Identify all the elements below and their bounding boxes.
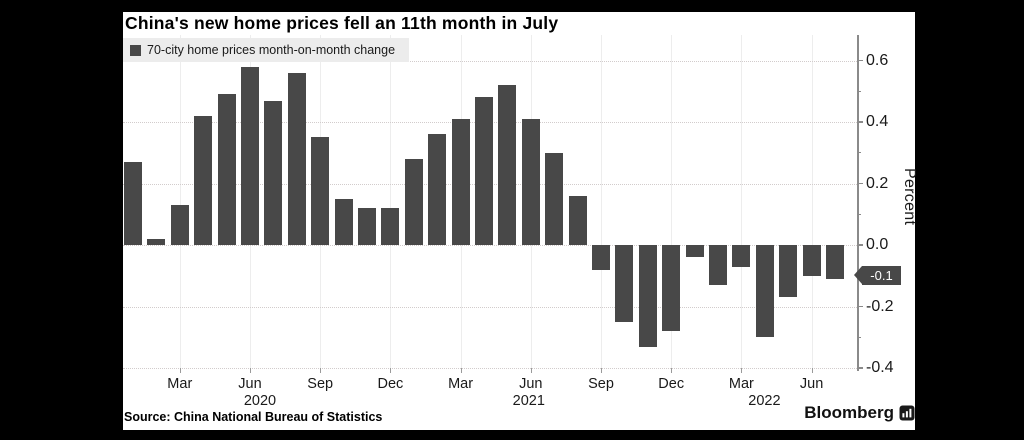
x-tick-label: Dec xyxy=(658,376,685,392)
v-gridline xyxy=(390,35,392,368)
x-tick xyxy=(179,368,181,373)
bar xyxy=(755,245,774,338)
bar xyxy=(170,205,189,245)
y-tick-major xyxy=(857,182,863,185)
v-gridline xyxy=(179,35,181,368)
bar xyxy=(826,245,844,279)
y-tick-minor xyxy=(857,336,861,338)
x-tick xyxy=(530,368,532,373)
x-tick-label: Dec xyxy=(377,376,404,392)
source-label: Source: China National Bureau of Statist… xyxy=(124,410,383,424)
bar xyxy=(662,245,681,332)
h-gridline xyxy=(123,306,857,308)
x-tick-label: Mar xyxy=(728,376,754,392)
x-tick xyxy=(320,368,322,373)
chart-panel: 0.6 0.4 0.2 0.0 -0.2 -0.4 Mar Jun 2020 Sep Dec Mar J… xyxy=(123,12,918,430)
y-tick-major xyxy=(857,59,863,62)
bar xyxy=(381,208,400,245)
y-axis-title: Percent xyxy=(901,168,918,226)
y-axis-line xyxy=(857,35,859,371)
bar xyxy=(217,94,236,245)
v-gridline xyxy=(671,35,673,368)
bar xyxy=(521,118,540,245)
plot-area: 0.6 0.4 0.2 0.0 -0.2 -0.4 Mar Jun 2020 Sep Dec Mar J… xyxy=(123,12,915,430)
bar xyxy=(334,198,353,245)
x-tick-label: Jun xyxy=(799,376,824,392)
x-tick xyxy=(390,368,392,373)
chart-title: China's new home prices fell an 11th mon… xyxy=(125,13,559,33)
bar xyxy=(545,152,564,246)
bar xyxy=(124,162,142,245)
x-tick xyxy=(811,368,813,373)
legend-label: 70-city home prices month-on-month chang… xyxy=(147,43,396,57)
bar xyxy=(779,245,798,298)
bloomberg-wordmark: Bloomberg xyxy=(804,403,894,422)
x-tick-label: Mar xyxy=(448,376,474,392)
bar xyxy=(709,245,727,285)
x-tick-label: Sep xyxy=(588,376,614,392)
bar xyxy=(404,158,423,245)
x-tick-label: Jun xyxy=(519,376,543,392)
x-tick-label: Sep xyxy=(307,376,334,392)
y-tick-minor xyxy=(857,152,861,154)
h-gridline xyxy=(123,60,857,62)
bar xyxy=(264,100,283,245)
bar xyxy=(194,115,213,245)
y-tick-major xyxy=(857,305,863,308)
v-gridline xyxy=(741,35,743,368)
y-tick-label: 0.4 xyxy=(866,113,889,130)
bloomberg-terminal-icon xyxy=(899,405,915,421)
bar xyxy=(615,245,634,322)
last-value-badge: -0.1 xyxy=(854,266,901,285)
x-tick-label: Mar xyxy=(167,376,193,392)
y-tick-label: 0.0 xyxy=(866,236,889,253)
bar xyxy=(358,208,376,245)
h-gridline xyxy=(123,368,857,369)
y-tick-label: 0.6 xyxy=(866,51,889,69)
bar xyxy=(685,245,704,258)
legend: 70-city home prices month-on-month chang… xyxy=(123,38,410,62)
x-tick xyxy=(671,368,673,373)
legend-swatch-icon xyxy=(130,44,141,56)
y-tick-minor xyxy=(857,213,861,215)
bar xyxy=(428,134,447,245)
v-gridline xyxy=(811,35,813,368)
bar xyxy=(147,238,166,245)
bar xyxy=(592,245,610,270)
bar xyxy=(568,195,587,245)
year-label: 2022 xyxy=(748,393,781,409)
x-tick xyxy=(741,368,743,373)
bar xyxy=(732,245,751,267)
bar xyxy=(241,66,259,245)
bar xyxy=(475,97,493,245)
bar xyxy=(451,118,470,245)
bloomberg-logo: Bloomberg xyxy=(804,403,915,423)
y-tick-label: 0.2 xyxy=(866,174,889,192)
bar xyxy=(802,245,821,276)
bar xyxy=(287,72,306,245)
x-tick xyxy=(250,368,251,373)
year-label: 2021 xyxy=(512,393,545,409)
bar xyxy=(498,85,517,245)
x-tick xyxy=(601,368,602,373)
y-tick-label: -0.2 xyxy=(866,297,894,315)
v-gridline xyxy=(601,35,602,368)
y-tick-minor xyxy=(857,90,861,92)
bar xyxy=(311,137,330,245)
x-tick xyxy=(460,368,462,373)
y-tick-major xyxy=(857,367,863,369)
y-tick-major xyxy=(857,121,863,123)
bar xyxy=(638,245,657,347)
y-tick-label: -0.4 xyxy=(866,359,894,376)
y-tick-major xyxy=(857,244,863,246)
x-tick-label: Jun xyxy=(238,376,262,392)
h-gridline xyxy=(123,245,857,246)
year-label: 2020 xyxy=(243,393,277,409)
